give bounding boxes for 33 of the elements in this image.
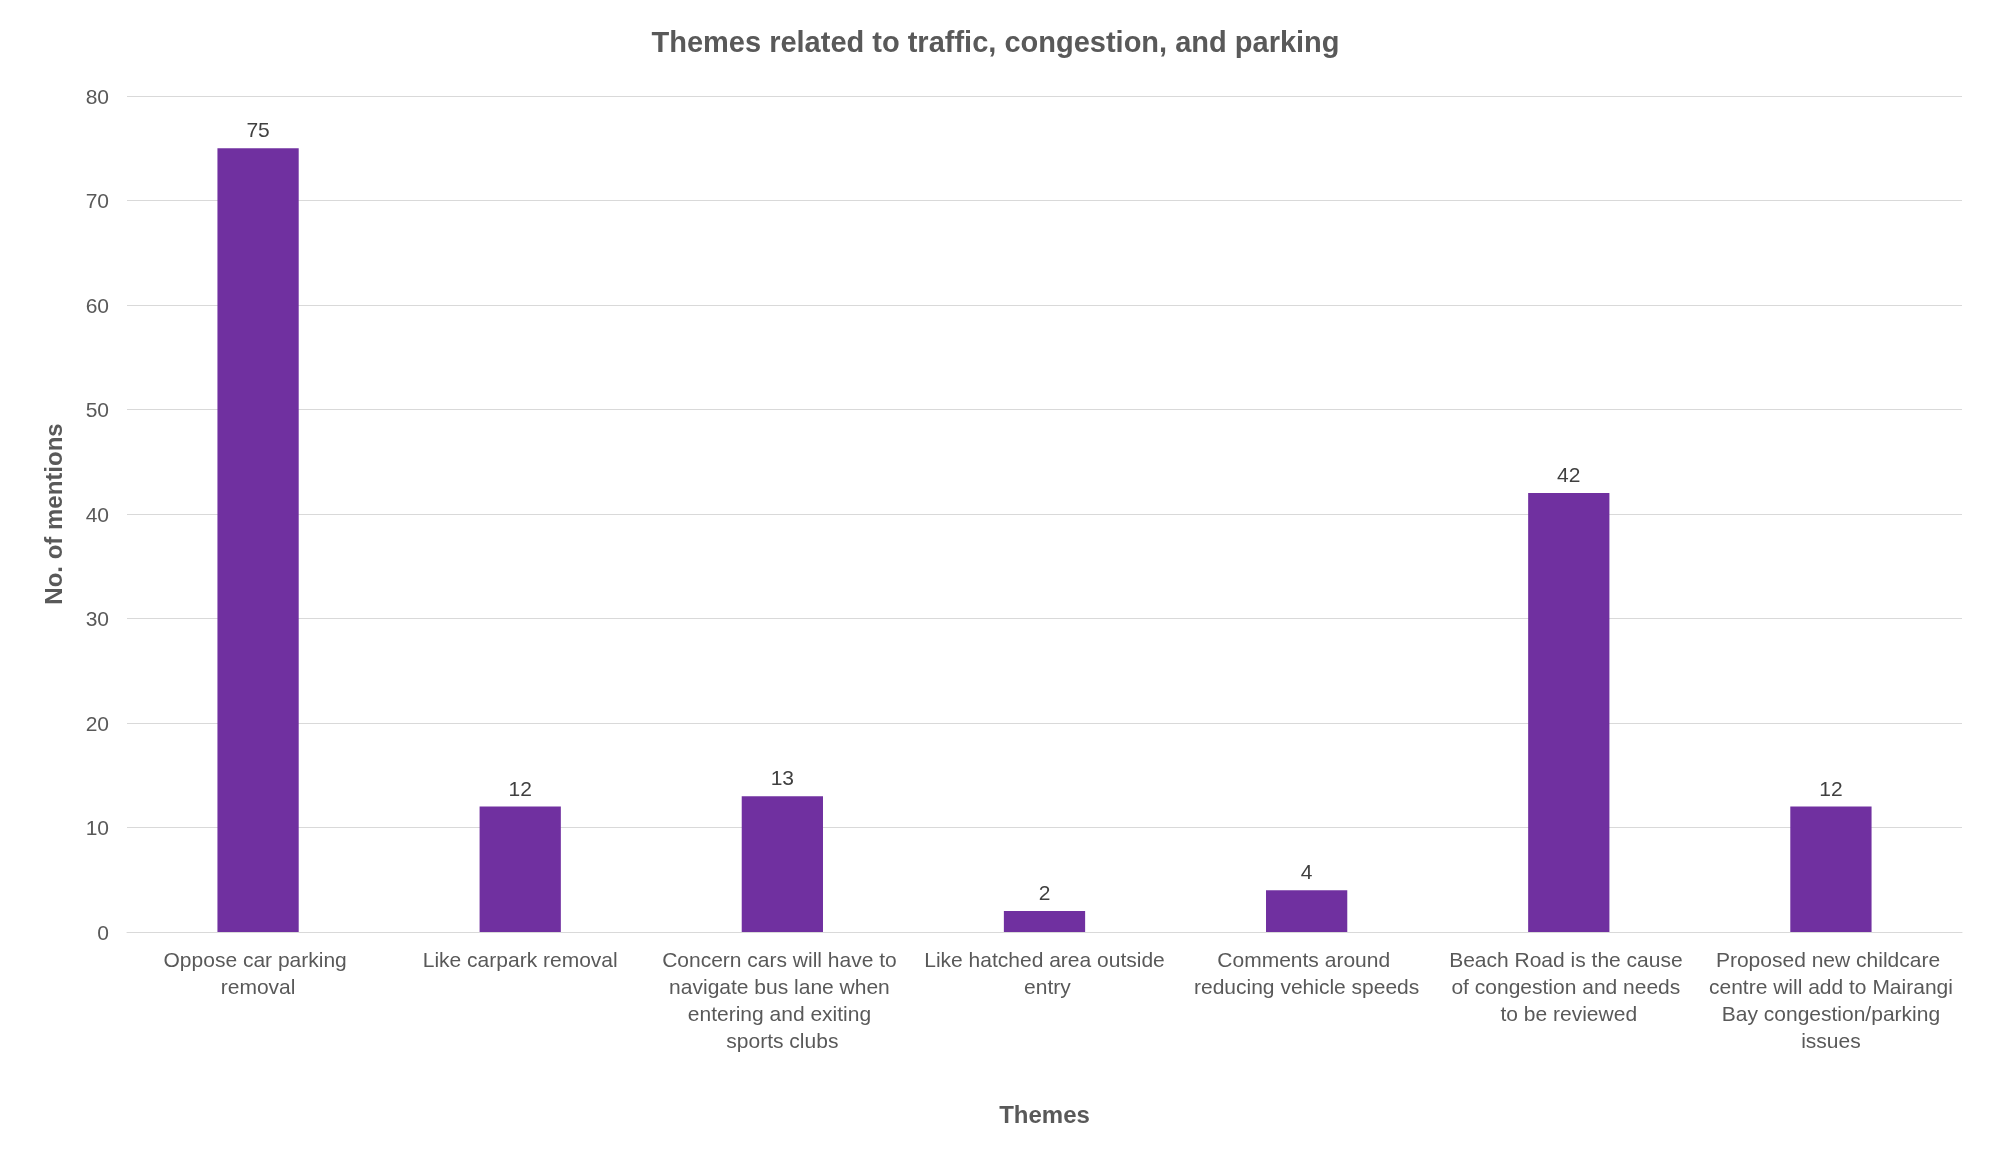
y-tick-label: 60: [85, 293, 109, 317]
bar: [1528, 493, 1610, 932]
x-axis-title: Themes: [999, 1100, 1090, 1128]
y-tick-label: 10: [85, 816, 109, 839]
x-tick-label: Concern cars will have to navigate bus lane when entering and exiting sports clubs: [662, 948, 903, 1052]
y-tick-label: 0: [97, 920, 109, 944]
x-tick-label: Beach Road is the cause of congestion and needs to be reviewed: [1449, 948, 1689, 1025]
data-label: 42: [1557, 463, 1581, 487]
chart-title: Themes related to traffic, congestion, and parking: [651, 25, 1340, 58]
y-tick-label: 40: [85, 502, 109, 526]
y-tick-label: 80: [85, 84, 109, 108]
bar: [217, 148, 299, 932]
y-tick-label: 30: [85, 607, 109, 630]
y-tick-label: 70: [85, 189, 109, 212]
bar: [479, 806, 561, 932]
data-label: 12: [1819, 776, 1843, 800]
bar: [1790, 806, 1872, 932]
bar: [1003, 911, 1086, 932]
data-label: 13: [770, 766, 795, 790]
data-label: 4: [1300, 860, 1313, 884]
bar: [741, 796, 823, 932]
y-axis-title: No. of mentions: [39, 423, 67, 605]
data-label: 12: [508, 776, 532, 800]
bar: [1266, 890, 1348, 932]
x-tick-label: Comments around reducing vehicle speeds: [1193, 948, 1420, 998]
y-tick-label: 20: [85, 711, 109, 735]
y-tick-label: 50: [85, 398, 109, 421]
x-tick-label: Like carpark removal: [422, 948, 618, 971]
data-label: 75: [246, 118, 270, 142]
x-tick-label: Like hatched area outside entry: [924, 948, 1165, 998]
data-label: 2: [1038, 881, 1051, 905]
x-tick-label: Proposed new childcare centre will add to Mairangi Bay congestion/parking issues: [1708, 948, 1953, 1052]
x-tick-label: Oppose car parking removal: [163, 948, 353, 998]
